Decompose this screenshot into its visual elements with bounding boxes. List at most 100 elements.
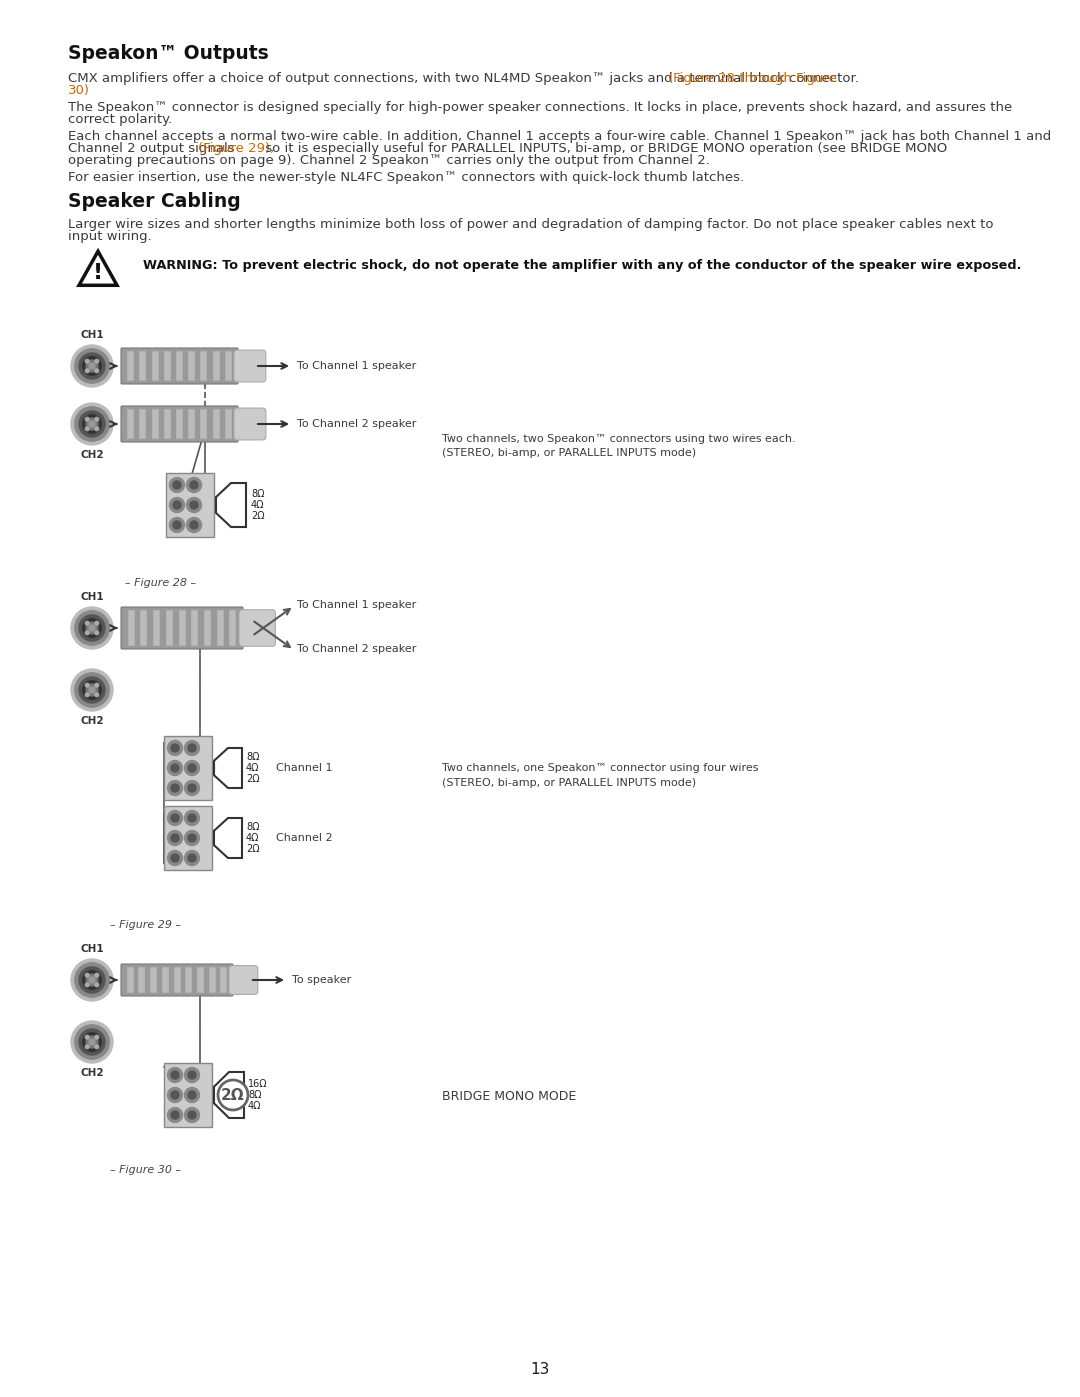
Text: +: +	[216, 1080, 226, 1090]
FancyBboxPatch shape	[121, 407, 238, 441]
Bar	[188, 351, 195, 381]
Text: CH2: CH2	[80, 717, 104, 726]
Circle shape	[75, 1025, 109, 1059]
Circle shape	[86, 685, 98, 696]
Text: so it is especially useful for PARALLEL INPUTS, bi-amp, or BRIDGE MONO operation: so it is especially useful for PARALLEL …	[261, 142, 947, 155]
Text: Two channels, two Speakon™ connectors using two wires each.: Two channels, two Speakon™ connectors us…	[442, 434, 796, 444]
Bar	[164, 736, 212, 800]
Bar	[164, 806, 212, 870]
Circle shape	[89, 624, 95, 631]
Bar	[164, 351, 171, 381]
Text: (Figure 29),: (Figure 29),	[199, 142, 274, 155]
Circle shape	[173, 502, 181, 509]
Circle shape	[188, 1091, 195, 1099]
Text: The Speakon™ connector is designed specially for high-power speaker connections.: The Speakon™ connector is designed speci…	[68, 101, 1012, 115]
Circle shape	[83, 415, 102, 433]
Circle shape	[188, 764, 195, 773]
Text: Channel 1: Channel 1	[276, 763, 333, 773]
Circle shape	[85, 631, 90, 634]
Text: CMX amplifiers offer a choice of output connections, with two NL4MD Speakon™ jac: CMX amplifiers offer a choice of output …	[68, 73, 863, 85]
Bar	[201, 409, 207, 439]
Circle shape	[83, 619, 102, 637]
Circle shape	[71, 608, 113, 650]
Text: input wiring.: input wiring.	[68, 231, 152, 243]
Bar	[217, 610, 224, 645]
Circle shape	[86, 622, 98, 634]
Text: CH2: CH2	[80, 450, 104, 460]
Bar	[150, 967, 157, 993]
Circle shape	[167, 760, 183, 775]
Bar	[204, 610, 211, 645]
Text: (STEREO, bi-amp, or PARALLEL INPUTS mode): (STEREO, bi-amp, or PARALLEL INPUTS mode…	[442, 448, 697, 458]
Text: -: -	[216, 842, 220, 854]
Circle shape	[86, 1037, 98, 1048]
Text: 16Ω: 16Ω	[248, 1078, 268, 1090]
Circle shape	[95, 1035, 98, 1039]
Text: CH1: CH1	[80, 944, 104, 954]
Text: 4Ω: 4Ω	[248, 1101, 261, 1111]
Circle shape	[89, 687, 95, 693]
Circle shape	[188, 834, 195, 842]
Text: Channel 2: Channel 2	[276, 833, 333, 842]
Circle shape	[167, 1108, 183, 1123]
Text: -: -	[218, 510, 222, 520]
Text: 4Ω: 4Ω	[251, 500, 265, 510]
Circle shape	[190, 502, 198, 509]
Circle shape	[89, 420, 95, 427]
Bar	[127, 351, 134, 381]
Circle shape	[83, 356, 102, 376]
Text: – Figure 29 –: – Figure 29 –	[110, 921, 181, 930]
Circle shape	[187, 517, 202, 532]
Text: !: !	[93, 264, 103, 284]
Text: Each channel accepts a normal two-wire cable. In addition, Channel 1 accepts a f: Each channel accepts a normal two-wire c…	[68, 130, 1051, 142]
FancyBboxPatch shape	[234, 351, 266, 381]
Circle shape	[75, 407, 109, 441]
Circle shape	[185, 830, 200, 845]
Text: Channel 2 output signals: Channel 2 output signals	[68, 142, 239, 155]
Text: BRIDGE MONO MODE: BRIDGE MONO MODE	[442, 1090, 577, 1104]
Text: For easier insertion, use the newer-style NL4FC Speakon™ connectors with quick-l: For easier insertion, use the newer-styl…	[68, 170, 744, 184]
Bar	[201, 351, 207, 381]
Circle shape	[171, 784, 179, 792]
Bar	[220, 967, 227, 993]
Circle shape	[86, 418, 98, 430]
Circle shape	[71, 669, 113, 711]
Circle shape	[95, 631, 98, 634]
Text: -: -	[216, 1099, 220, 1111]
Circle shape	[79, 411, 105, 437]
Bar	[138, 967, 146, 993]
Circle shape	[188, 814, 195, 821]
Circle shape	[170, 497, 185, 513]
Circle shape	[95, 683, 98, 687]
Bar	[225, 409, 232, 439]
Polygon shape	[214, 747, 242, 788]
Circle shape	[167, 1067, 183, 1083]
Circle shape	[83, 971, 102, 989]
Circle shape	[171, 814, 179, 821]
Circle shape	[95, 974, 98, 977]
Bar	[153, 610, 160, 645]
Bar	[176, 351, 183, 381]
Circle shape	[95, 1045, 98, 1049]
Bar	[151, 351, 159, 381]
Text: 30): 30)	[68, 84, 90, 96]
Text: +: +	[216, 753, 226, 763]
Circle shape	[167, 851, 183, 866]
Circle shape	[86, 360, 98, 372]
Circle shape	[185, 810, 200, 826]
Circle shape	[79, 615, 105, 641]
Circle shape	[71, 402, 113, 446]
Circle shape	[95, 622, 98, 624]
Bar	[139, 351, 147, 381]
Text: – Figure 28 –: – Figure 28 –	[125, 578, 197, 588]
Circle shape	[188, 784, 195, 792]
Circle shape	[171, 834, 179, 842]
Circle shape	[89, 977, 95, 983]
Bar	[162, 967, 168, 993]
Text: 8Ω: 8Ω	[246, 821, 259, 833]
Text: 2Ω: 2Ω	[221, 1087, 245, 1102]
Circle shape	[185, 851, 200, 866]
Circle shape	[190, 481, 198, 489]
Circle shape	[95, 359, 98, 363]
Text: CH1: CH1	[80, 592, 104, 602]
